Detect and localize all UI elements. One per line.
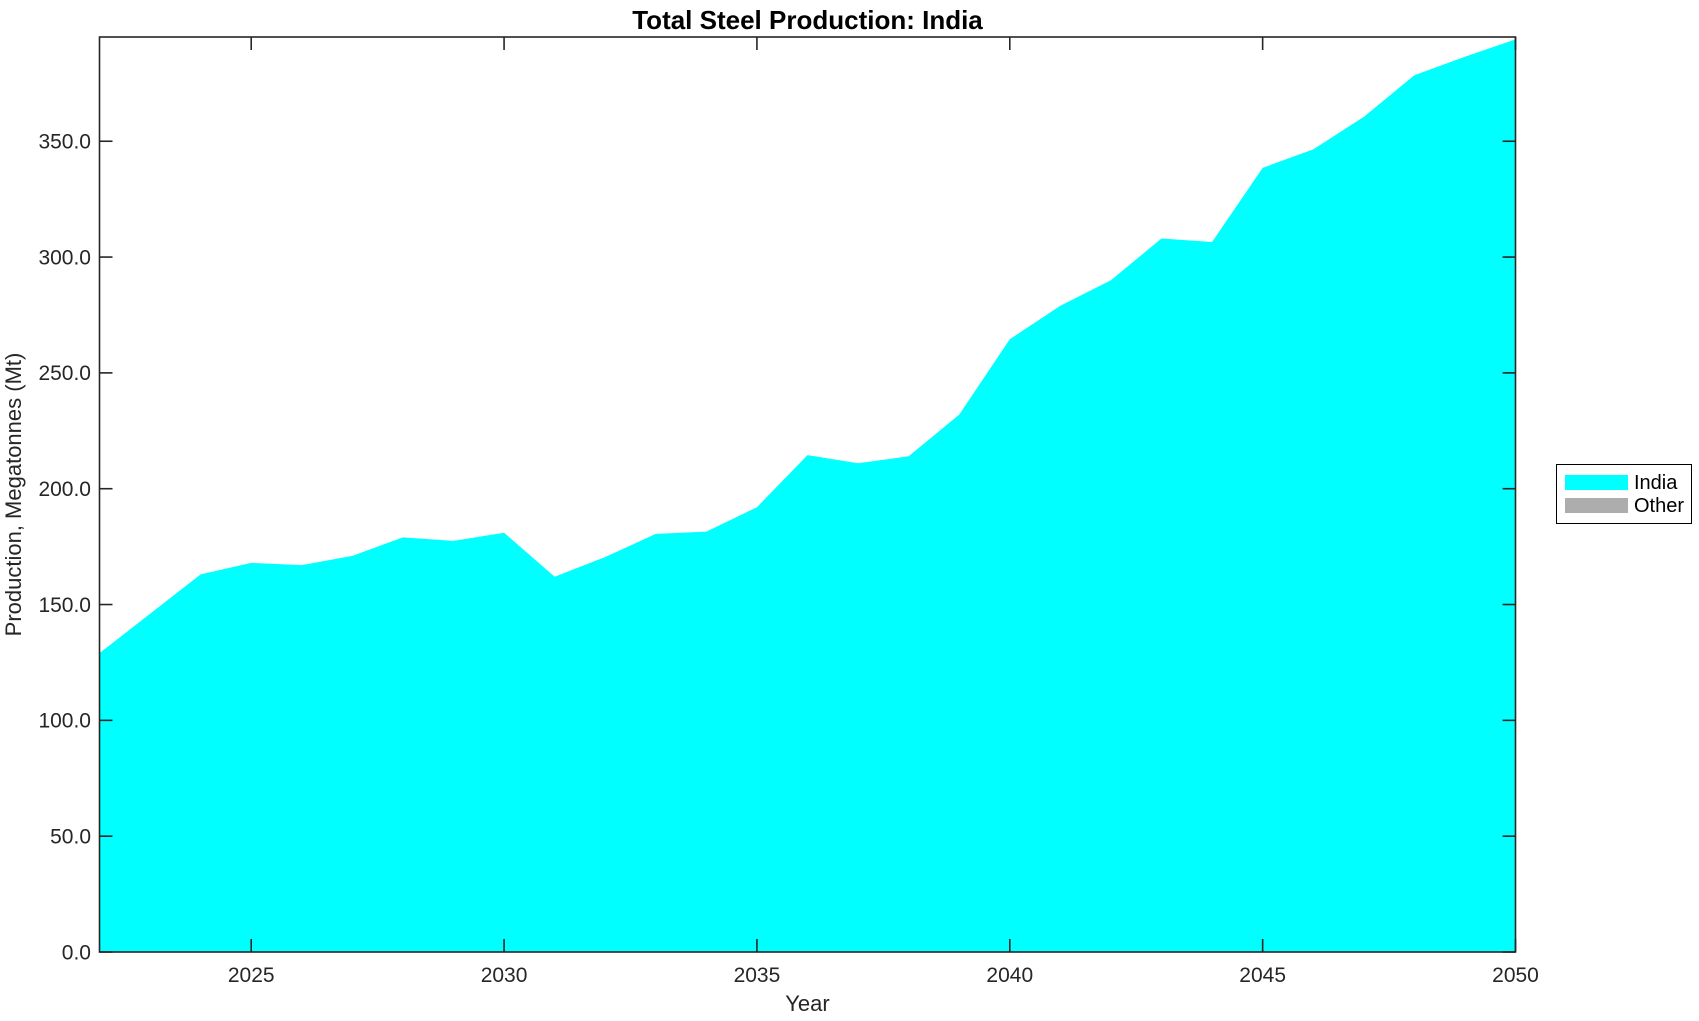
y-tick-labels: 0.0 50.0 100.0 150.0 200.0 250.0 300.0 350.0 — [38, 131, 91, 965]
legend-item-other: Other — [1565, 496, 1691, 516]
y-tick-label: 50.0 — [50, 826, 91, 849]
x-tick-label: 2045 — [1239, 964, 1286, 987]
y-tick-label: 100.0 — [38, 710, 91, 733]
y-tick-label: 0.0 — [62, 941, 91, 964]
x-tick-label: 2025 — [228, 964, 275, 987]
x-tick-label: 2050 — [1492, 964, 1539, 987]
x-axis-label: Year — [785, 991, 829, 1016]
y-tick-label: 150.0 — [38, 594, 91, 617]
x-tick-labels: 2025 2030 2035 2040 2045 2050 — [228, 964, 1539, 987]
other-legend-label: Other — [1634, 494, 1685, 517]
india-legend-swatch — [1565, 475, 1628, 490]
y-tick-label: 200.0 — [38, 478, 91, 501]
plot-border — [98, 36, 1517, 953]
india-area-series — [99, 39, 1516, 952]
y-tick-label: 350.0 — [38, 131, 91, 154]
x-tick-label: 2035 — [734, 964, 781, 987]
y-axis-label: Production, Megatonnes (Mt) — [1, 353, 26, 637]
legend: India Other — [1556, 464, 1692, 524]
other-legend-swatch — [1565, 498, 1628, 513]
x-tick-label: 2030 — [481, 964, 528, 987]
x-tick-label: 2040 — [986, 964, 1033, 987]
axis-ticks — [99, 37, 1517, 953]
y-tick-label: 250.0 — [38, 362, 91, 385]
legend-item-india: India — [1565, 473, 1691, 493]
chart-title: Total Steel Production: India — [632, 5, 983, 35]
india-legend-label: India — [1634, 471, 1678, 494]
y-tick-label: 300.0 — [38, 246, 91, 269]
